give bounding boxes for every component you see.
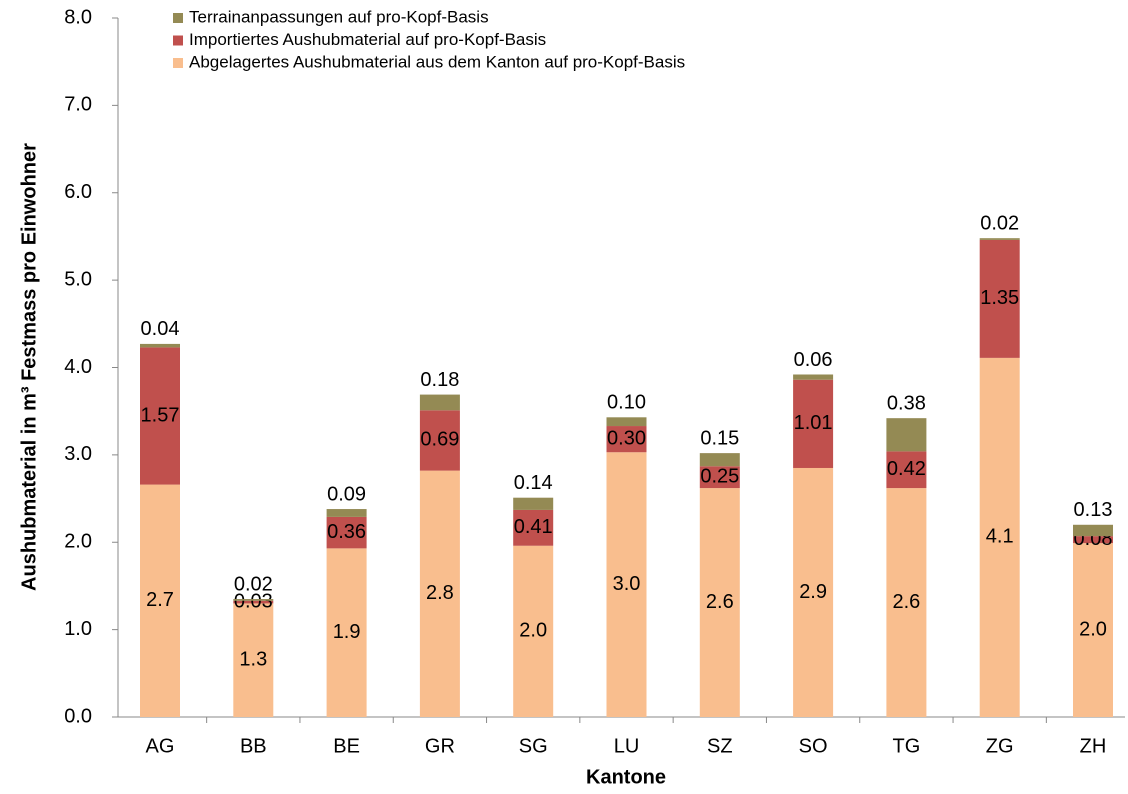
y-tick-label: 0.0 (64, 705, 92, 727)
data-label: 0.25 (700, 465, 739, 487)
data-label: 0.69 (420, 429, 459, 451)
data-label: 0.18 (420, 369, 459, 391)
x-tick-label: ZG (986, 735, 1014, 757)
x-tick-label: AG (146, 735, 175, 757)
bar-segment (886, 451, 927, 489)
legend-label: Terrainanpassungen auf pro-Kopf-Basis (189, 7, 489, 26)
bar-segment (979, 239, 1020, 358)
y-tick-label: 5.0 (64, 268, 92, 290)
data-label: 1.57 (141, 404, 180, 426)
data-label: 0.04 (141, 318, 180, 340)
bar-segment (979, 238, 1020, 240)
y-tick-label: 7.0 (64, 94, 92, 116)
y-tick-label: 2.0 (64, 531, 92, 553)
data-label: 2.7 (146, 589, 174, 611)
bar-segment (886, 488, 927, 717)
y-tick-label: 1.0 (64, 618, 92, 640)
bar-segment (699, 466, 740, 489)
bar-segment (699, 488, 740, 717)
bar-segment (233, 600, 274, 604)
x-tick-label: SO (799, 735, 828, 757)
data-label: 0.06 (794, 349, 833, 371)
x-tick-label: SG (519, 735, 548, 757)
data-label: 0.14 (514, 472, 553, 494)
legend-label: Abgelagertes Aushubmaterial aus dem Kant… (189, 52, 685, 71)
bar-segment (606, 426, 647, 453)
x-tick-label: BB (240, 735, 267, 757)
bar-segment (326, 516, 367, 549)
y-tick-label: 8.0 (64, 6, 92, 28)
bar-segment (699, 453, 740, 467)
bar-segment (606, 417, 647, 427)
y-tick-label: 4.0 (64, 356, 92, 378)
data-label: 2.6 (706, 591, 734, 613)
x-tick-label: LU (614, 735, 640, 757)
data-label: 0.30 (607, 427, 646, 449)
x-tick-label: ZH (1080, 735, 1107, 757)
data-label: 2.6 (892, 591, 920, 613)
bar-segment (1073, 524, 1113, 537)
x-axis-label: Kantone (586, 766, 666, 788)
bar-segment (979, 357, 1020, 717)
data-label: 0.15 (700, 427, 739, 449)
data-label: 1.01 (794, 412, 833, 434)
bar-segment (233, 599, 274, 601)
bar-segment (606, 452, 647, 717)
bar-segment (886, 418, 927, 452)
legend-swatch (173, 35, 183, 46)
bar-segment (513, 497, 554, 510)
bar-segment (1073, 543, 1113, 717)
data-label: 0.41 (514, 516, 553, 538)
bar-segment (513, 545, 554, 717)
bar-segment (419, 410, 460, 471)
bar-segment (140, 343, 180, 348)
data-label: 2.8 (426, 582, 454, 604)
x-tick-label: TG (893, 735, 921, 757)
bar-segment (140, 347, 180, 485)
bar-segment (793, 379, 834, 468)
bar-segment (1073, 536, 1113, 544)
y-tick-label: 3.0 (64, 443, 92, 465)
data-label: 0.09 (327, 483, 366, 505)
data-label: 2.0 (519, 620, 547, 642)
bar-segment (793, 467, 834, 717)
bar-segment (326, 548, 367, 717)
legend-swatch (173, 58, 183, 68)
data-label: 1.9 (333, 621, 361, 643)
data-label: 0.38 (887, 392, 926, 414)
data-label: 0.42 (887, 458, 926, 480)
data-label: 0.10 (607, 392, 646, 414)
data-label: 4.1 (986, 526, 1014, 548)
data-label: 2.0 (1079, 618, 1107, 640)
data-label: 0.36 (327, 521, 366, 543)
bar-segment (419, 394, 460, 411)
x-tick-label: BE (333, 735, 360, 757)
legend-swatch (173, 13, 183, 23)
bar-segment (793, 374, 834, 380)
x-tick-label: GR (425, 735, 455, 757)
data-label: 0.02 (234, 573, 273, 595)
bar-segment (233, 603, 274, 717)
y-axis-label: Aushubmaterial in m³ Festmass pro Einwoh… (18, 143, 40, 591)
data-label: 0.03 (234, 590, 273, 612)
data-label: 1.35 (980, 287, 1019, 309)
data-label: 3.0 (613, 573, 641, 595)
data-label: 1.3 (239, 648, 267, 670)
bar-segment (419, 470, 460, 717)
data-label: 0.13 (1074, 499, 1113, 521)
bar-segment (513, 509, 554, 546)
bar-segment (140, 484, 180, 717)
data-label: 0.02 (980, 212, 1019, 234)
y-tick-label: 6.0 (64, 181, 92, 203)
legend-label: Importiertes Aushubmaterial auf pro-Kopf… (189, 30, 546, 49)
bar-segment (326, 509, 367, 517)
x-tick-label: SZ (707, 735, 733, 757)
data-label: 2.9 (799, 581, 827, 603)
